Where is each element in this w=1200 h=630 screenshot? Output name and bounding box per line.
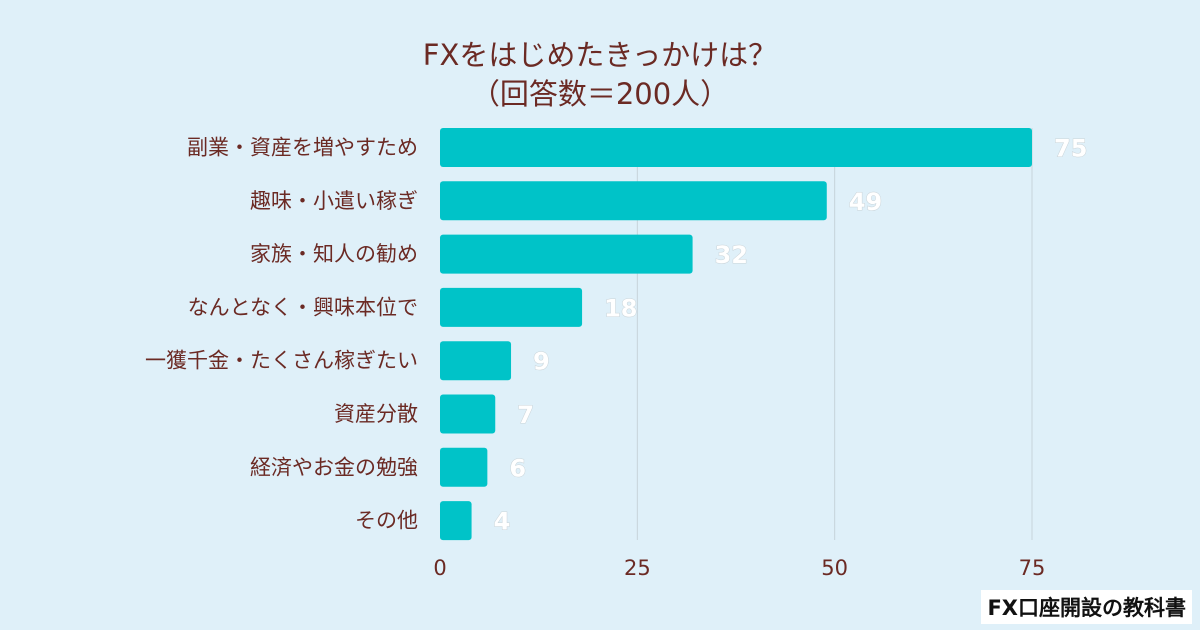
value-label: 32	[715, 241, 748, 269]
category-label: その他	[355, 509, 418, 533]
category-label: 資産分散	[334, 402, 418, 426]
source-credit: FX口座開設の教科書	[981, 590, 1192, 624]
value-label: 18	[604, 294, 637, 322]
value-labels: 75 49 32 18 9 7 6 4	[493, 134, 1088, 536]
bar-5	[440, 394, 496, 434]
x-tick-label: 75	[1019, 556, 1046, 580]
category-labels: 副業・資産を増やすため趣味・小遣い稼ぎ家族・知人の勧めなんとなく・興味本位で一獲…	[145, 136, 418, 533]
category-label: 一獲千金・たくさん稼ぎたい	[145, 349, 418, 373]
x-axis-ticks: 0 25 50 75	[433, 556, 1045, 580]
bars	[440, 128, 1032, 541]
value-label: 7	[517, 401, 534, 429]
category-label: なんとなく・興味本位で	[188, 295, 418, 319]
category-label: 経済やお金の勉強	[250, 455, 418, 479]
x-tick-label: 0	[433, 556, 446, 580]
category-label: 副業・資産を増やすため	[187, 136, 418, 160]
bar-3	[440, 287, 583, 327]
bar-0	[440, 128, 1032, 167]
x-tick-label: 25	[624, 556, 651, 580]
bar-2	[440, 234, 693, 274]
value-label: 4	[494, 508, 511, 536]
value-label: 75	[1054, 135, 1087, 163]
value-label: 49	[849, 188, 882, 216]
value-label: 6	[509, 454, 526, 482]
chart-title-main: FXをはじめたきっかけは？	[422, 38, 778, 72]
bar-4	[440, 341, 512, 381]
bar-7	[440, 501, 472, 541]
x-tick-label: 50	[821, 556, 848, 580]
bar-6	[440, 447, 488, 487]
category-label: 家族・知人の勧め	[250, 242, 418, 266]
bar-1	[440, 181, 827, 221]
chart-title: FXをはじめたきっかけは？ （回答数＝200人）	[0, 36, 1200, 114]
category-label: 趣味・小遣い稼ぎ	[250, 189, 418, 213]
value-label: 9	[533, 348, 550, 376]
chart-subtitle: （回答数＝200人）	[470, 77, 730, 112]
